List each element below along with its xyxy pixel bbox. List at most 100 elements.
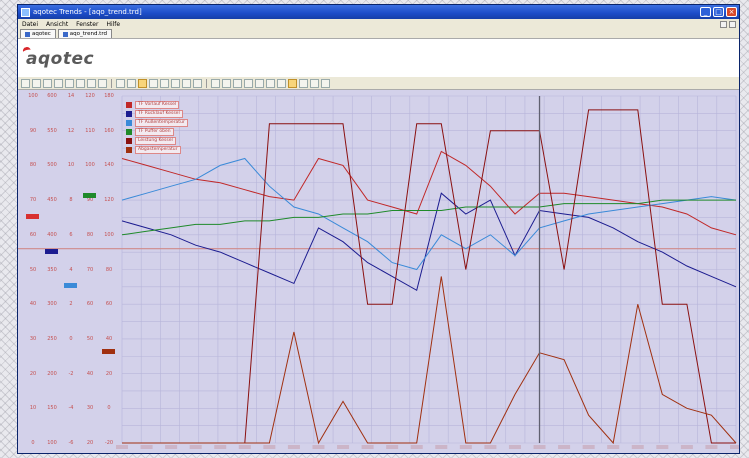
trend-window: aqotec Trends - [aqo_trend.trd] _ □ × Da… bbox=[17, 4, 740, 454]
scale-tick: 160 bbox=[104, 127, 114, 134]
toolbar-button-16[interactable] bbox=[193, 78, 202, 88]
toolbar-button-11[interactable] bbox=[138, 78, 147, 88]
toolbar-button-18[interactable] bbox=[222, 78, 231, 88]
time-axis-label bbox=[508, 445, 521, 449]
toolbar-button-12[interactable] bbox=[149, 78, 158, 88]
legend-item[interactable]: Abgastemperatur bbox=[126, 145, 216, 154]
toolbar-button-10[interactable] bbox=[127, 78, 136, 88]
time-axis-label bbox=[680, 445, 693, 449]
scale-tick: 80 bbox=[105, 266, 113, 273]
legend-label: Leistung Kessel bbox=[135, 136, 176, 145]
tab-aqotec[interactable]: aqotec bbox=[20, 29, 56, 38]
toolbar-separator bbox=[111, 78, 112, 88]
legend-item[interactable]: TF Vorlauf Kessel bbox=[126, 100, 216, 109]
scale-marker[interactable] bbox=[64, 283, 77, 289]
scale-marker[interactable] bbox=[102, 349, 115, 355]
legend-swatch bbox=[126, 110, 132, 117]
scale-tick: 20 bbox=[86, 440, 94, 446]
toolbar-button-4[interactable] bbox=[54, 78, 63, 88]
scale-tick: -2 bbox=[68, 370, 74, 377]
scale-tick: -6 bbox=[68, 440, 74, 446]
legend-item[interactable]: TF Außentemperatur bbox=[126, 118, 216, 127]
menu-ansicht[interactable]: Ansicht bbox=[46, 20, 69, 28]
series-line bbox=[122, 276, 737, 445]
time-axis-label bbox=[459, 445, 472, 449]
mdi-controls bbox=[720, 20, 739, 28]
title-bar[interactable]: aqotec Trends - [aqo_trend.trd] _ □ × bbox=[18, 5, 739, 19]
toolbar-button-1[interactable] bbox=[21, 78, 30, 88]
menu-hilfe[interactable]: Hilfe bbox=[106, 20, 121, 28]
toolbar-button-2[interactable] bbox=[32, 78, 41, 88]
time-axis-label bbox=[582, 445, 595, 449]
time-axis-label bbox=[361, 445, 374, 449]
scale-tick: 0 bbox=[107, 405, 111, 412]
time-axis-label bbox=[165, 445, 178, 449]
toolbar-button-17[interactable] bbox=[211, 78, 220, 88]
trend-chart[interactable] bbox=[18, 90, 739, 454]
legend-item[interactable]: TF Puffer oben bbox=[126, 127, 216, 136]
scale-tick: 120 bbox=[104, 197, 114, 204]
toolbar-button-26[interactable] bbox=[310, 78, 319, 88]
time-axis-label bbox=[140, 445, 153, 449]
scale-tick: 14 bbox=[67, 93, 75, 99]
scale-tick: 40 bbox=[86, 370, 94, 377]
maximize-icon[interactable]: □ bbox=[713, 7, 724, 17]
scale-marker[interactable] bbox=[45, 248, 58, 254]
time-axis-label bbox=[705, 445, 718, 449]
toolbar-button-21[interactable] bbox=[255, 78, 264, 88]
menu-fenster[interactable]: Fenster bbox=[76, 20, 99, 28]
toolbar-button-20[interactable] bbox=[244, 78, 253, 88]
scale-tick: 30 bbox=[86, 405, 94, 412]
toolbar-button-13[interactable] bbox=[160, 78, 169, 88]
scale-tick: 10 bbox=[67, 162, 75, 169]
toolbar-button-9[interactable] bbox=[116, 78, 125, 88]
scale-tick: 40 bbox=[105, 335, 113, 342]
trend-plot-area[interactable]: 100 90 80 70 60 50 40 30 20 10 0 600 550 500 450 400 350… bbox=[18, 90, 739, 454]
scale-tick: 4 bbox=[69, 266, 73, 273]
scale-tick: 8 bbox=[69, 197, 73, 204]
toolbar-button-7[interactable] bbox=[87, 78, 96, 88]
legend-swatch bbox=[126, 137, 132, 144]
app-icon bbox=[21, 7, 30, 17]
scale-tick: 140 bbox=[104, 162, 114, 169]
toolbar-button-27[interactable] bbox=[321, 78, 330, 88]
scale-tick: 600 bbox=[47, 93, 57, 99]
mdi-close-icon[interactable] bbox=[729, 20, 736, 28]
scale-column-2: 600 550 500 450 400 350 300 250 200 150 100 bbox=[43, 90, 61, 453]
minimize-icon[interactable]: _ bbox=[700, 7, 711, 17]
time-axis-label bbox=[558, 445, 571, 449]
toolbar-button-22[interactable] bbox=[266, 78, 275, 88]
scale-tick: 100 bbox=[47, 440, 57, 446]
toolbar-button-25[interactable] bbox=[299, 78, 308, 88]
toolbar-button-23[interactable] bbox=[277, 78, 286, 88]
scale-tick: 180 bbox=[104, 93, 114, 99]
toolbar-button-19[interactable] bbox=[233, 78, 242, 88]
close-icon[interactable]: × bbox=[726, 7, 737, 17]
menu-bar: Datei Ansicht Fenster Hilfe bbox=[18, 19, 739, 29]
document-icon bbox=[62, 31, 68, 37]
scale-marker[interactable] bbox=[83, 193, 96, 199]
tab-trend[interactable]: aqo_trend.trd bbox=[57, 29, 112, 38]
toolbar-button-6[interactable] bbox=[76, 78, 85, 88]
menu-datei[interactable]: Datei bbox=[22, 20, 39, 28]
logo-bar: aqotec bbox=[18, 39, 739, 78]
mdi-minimize-icon[interactable] bbox=[720, 20, 727, 28]
scale-tick: 300 bbox=[47, 301, 57, 308]
toolbar-button-8[interactable] bbox=[98, 78, 107, 88]
toolbar-button-15[interactable] bbox=[182, 78, 191, 88]
toolbar-button-3[interactable] bbox=[43, 78, 52, 88]
scale-tick: 6 bbox=[69, 231, 73, 238]
time-axis-label bbox=[730, 445, 739, 449]
toolbar-button-24[interactable] bbox=[288, 78, 297, 88]
scale-column-4: 120 110 100 90 80 70 60 50 40 30 20 bbox=[81, 90, 99, 453]
toolbar-button-5[interactable] bbox=[65, 78, 74, 88]
legend-label: TF Vorlauf Kessel bbox=[135, 100, 180, 109]
toolbar-button-14[interactable] bbox=[171, 78, 180, 88]
scale-marker[interactable] bbox=[26, 213, 39, 219]
scale-tick: 60 bbox=[29, 231, 37, 238]
scale-column-5: 180 160 140 120 100 80 60 40 20 0 -20 bbox=[100, 90, 118, 453]
legend-item[interactable]: TF Rücklauf Kessel bbox=[126, 109, 216, 118]
series-line bbox=[121, 150, 737, 236]
scale-tick: 50 bbox=[86, 335, 94, 342]
legend-item[interactable]: Leistung Kessel bbox=[126, 136, 216, 145]
